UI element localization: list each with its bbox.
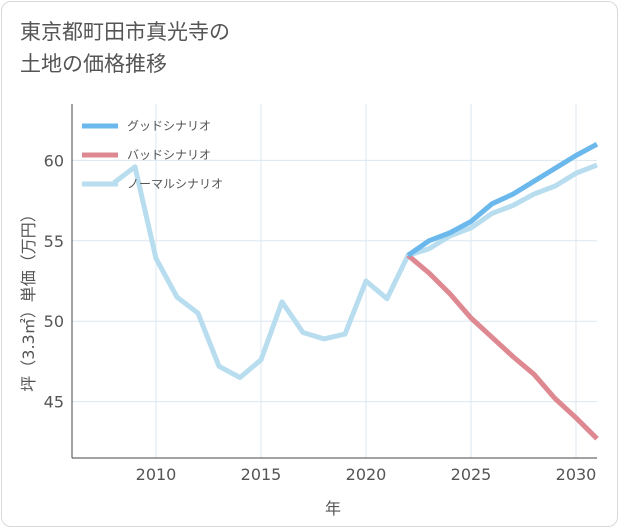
series-lines bbox=[112, 141, 599, 441]
x-tick-label: 2020 bbox=[346, 465, 387, 484]
series-line bbox=[406, 253, 599, 441]
chart-title-line1: 東京都町田市真光寺の bbox=[20, 20, 230, 44]
x-tick-label: 2025 bbox=[451, 465, 492, 484]
y-axis-label: 坪（3.3㎡）単価（万円） bbox=[19, 206, 38, 391]
chart-title-line2: 土地の価格推移 bbox=[20, 52, 167, 76]
y-tick-label: 55 bbox=[44, 232, 64, 251]
y-tick-label: 45 bbox=[44, 393, 64, 412]
chart-title: 東京都町田市真光寺の 土地の価格推移 bbox=[20, 16, 230, 80]
tick-labels: 2010 2015 2020 2025 2030 45 50 55 60 bbox=[44, 151, 597, 484]
legend-label: バッドシナリオ bbox=[127, 148, 211, 162]
x-tick-label: 2010 bbox=[136, 465, 177, 484]
legend-label: グッドシナリオ bbox=[127, 119, 211, 133]
series-line bbox=[112, 162, 598, 380]
x-tick-label: 2015 bbox=[241, 465, 282, 484]
axes bbox=[71, 104, 597, 459]
series-line bbox=[406, 141, 599, 258]
legend-label: ノーマルシナリオ bbox=[127, 177, 223, 191]
x-tick-label: 2030 bbox=[556, 465, 597, 484]
y-tick-label: 60 bbox=[44, 151, 64, 170]
x-axis-label: 年 bbox=[325, 499, 341, 518]
y-tick-label: 50 bbox=[44, 312, 64, 331]
